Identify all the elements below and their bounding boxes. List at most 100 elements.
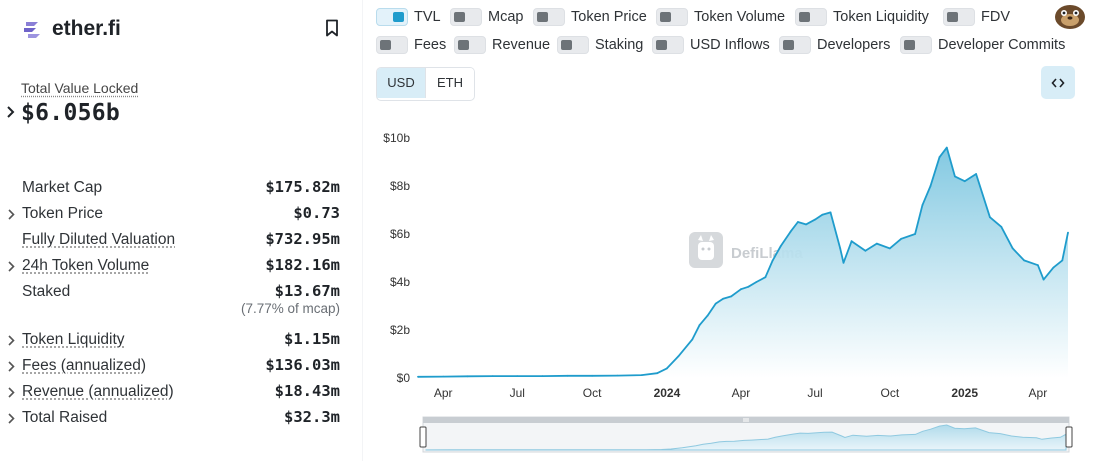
metric-value: $175.82m [265,178,340,196]
brush-top-handle-bar[interactable] [423,417,1069,423]
series-toggle[interactable]: Token Volume [656,7,785,27]
protocol-header: ether.fi [22,16,121,42]
series-toggle[interactable]: Developers [779,35,890,55]
metric-label: Token Liquidity [22,331,125,348]
toggle-switch[interactable] [652,36,684,54]
brush-grip-icon [743,418,749,422]
series-toggle[interactable]: Token Liquidity [795,7,929,27]
toggle-switch[interactable] [779,36,811,54]
tvl-data-point [541,375,544,377]
toggle-switch[interactable] [900,36,932,54]
tvl-data-point [954,175,956,178]
toggle-label: Token Volume [694,9,786,25]
metric-row[interactable]: Token Price $0.73 [0,204,362,226]
series-toggle[interactable]: Mcap [450,7,523,27]
toggle-switch[interactable] [376,8,408,26]
toggle-switch[interactable] [795,8,827,26]
tvl-data-point [677,355,680,358]
llama-icon [689,232,723,268]
metric-row: Fully Diluted Valuation $732.95m [0,230,362,252]
metric-label: Fully Diluted Valuation [22,231,176,248]
bookmark-icon[interactable] [324,19,340,37]
series-toggle[interactable]: Revenue [454,35,550,55]
tvl-data-point [797,221,799,223]
toggle-switch[interactable] [656,8,688,26]
series-toggle[interactable]: USD Inflows [652,35,770,55]
toggle-switch[interactable] [454,36,486,54]
tvl-data-point [730,295,733,298]
series-toggle[interactable]: Fees [376,35,446,55]
toggle-switch[interactable] [450,8,482,26]
brush-left-handle[interactable] [419,426,427,448]
metric-row[interactable]: Total Raised $32.3m [0,408,362,430]
tvl-data-points [417,146,1069,378]
tvl-data-point [975,173,977,175]
toggle-knob [537,12,548,22]
tvl-data-point [945,146,948,149]
metric-row[interactable]: Fees (annualized) $136.03m [0,356,362,378]
toggle-knob [904,40,915,50]
metric-label: Staked [22,283,71,300]
y-tick-label: $0 [397,371,411,385]
toggle-switch[interactable] [376,36,408,54]
series-toggle[interactable]: TVL [376,7,441,27]
x-tick-label: Oct [881,386,900,400]
series-toggle[interactable]: Token Price [533,7,647,27]
toggle-knob [656,40,667,50]
protocol-name: ether.fi [52,17,121,40]
metric-row[interactable]: 24h Token Volume $182.16m [0,256,362,278]
tvl-data-point [516,375,519,377]
tvl-chart[interactable]: DefiLlama $0$2b$4b$6b$8b$10b Apr Jul Oct 20… [363,0,1098,461]
tvl-area [418,147,1068,378]
series-toggle[interactable]: FDV [943,7,1010,27]
expand-chevron-icon[interactable] [7,260,16,273]
x-tick-label: Apr [1029,386,1048,400]
toggle-label: Mcap [488,9,524,25]
time-range-brush[interactable] [419,416,1073,453]
tvl-data-point [771,259,774,262]
expand-chevron-icon[interactable] [7,360,16,373]
expand-chevron-icon[interactable] [7,412,16,425]
brush-right-handle[interactable] [1065,426,1073,448]
metric-value: $1.15m [284,330,340,348]
metric-value: $18.43m [274,382,340,400]
metric-row[interactable]: Token Liquidity $1.15m [0,330,362,352]
x-tick-label: Jul [510,386,525,400]
metric-label: Revenue (annualized) [22,383,174,400]
toggle-switch[interactable] [943,8,975,26]
toggle-switch[interactable] [557,36,589,54]
metric-value: $136.03m [265,356,340,374]
currency-usd-button[interactable]: USD [377,68,425,98]
tvl-expand-chevron-icon[interactable] [6,105,16,119]
metric-row: Market Cap $175.82m [0,178,362,200]
toggle-switch[interactable] [533,8,565,26]
metric-label: Total Raised [22,409,108,426]
expand-chevron-icon[interactable] [7,208,16,221]
tvl-data-point [591,374,593,377]
currency-eth-button[interactable]: ETH [425,68,474,98]
tvl-value: $6.056b [21,100,121,126]
tvl-data-point [755,281,758,283]
code-brackets-icon [1051,77,1065,88]
series-toggle[interactable]: Developer Commits [900,35,1065,55]
x-axis: Apr Jul Oct 2024 Apr Jul Oct 2025 Apr [434,386,1047,400]
expand-chevron-icon[interactable] [7,334,16,347]
tvl-data-point [1052,266,1055,269]
expand-chevron-icon[interactable] [7,386,16,399]
metric-row[interactable]: Revenue (annualized) $18.43m [0,382,362,404]
metric-label: Market Cap [22,179,103,196]
currency-switch: USD ETH [376,67,475,101]
series-toggle[interactable]: Staking [557,35,643,55]
embed-button[interactable] [1041,66,1075,99]
toggle-label: Fees [414,37,447,53]
user-avatar-icon[interactable] [1053,0,1087,30]
tvl-data-point [706,314,709,317]
y-tick-label: $6b [390,227,410,241]
y-tick-label: $2b [390,323,410,337]
tvl-data-point [963,180,966,183]
tvl-data-point [779,245,782,247]
y-tick-label: $8b [390,179,410,193]
toggle-label: Token Price [571,9,647,25]
tvl-data-point [888,247,891,250]
tvl-data-point [989,216,991,219]
